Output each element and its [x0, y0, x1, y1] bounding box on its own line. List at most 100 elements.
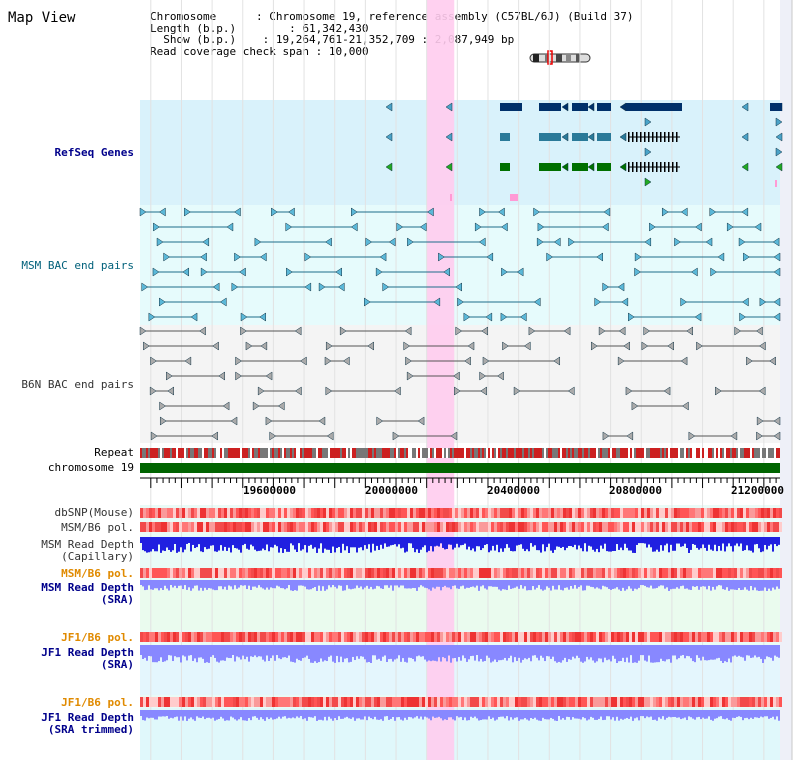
msm-bac-pair: [463, 312, 493, 322]
b6n-bac-pair: [403, 341, 475, 351]
repeat-track: [140, 448, 780, 458]
msm-bac-pair: [139, 207, 166, 217]
refseq-gene: [770, 103, 782, 111]
msm-bac-pair: [438, 252, 494, 262]
b6n-bac-pair: [376, 416, 425, 426]
msm-bac-pair: [240, 312, 266, 322]
b6n-bac-pair: [756, 416, 781, 426]
b6n-bac-pair: [405, 356, 471, 366]
track-label-msm-depth-capillary-sub: (Capillary): [61, 550, 134, 563]
b6n-bac-pair: [235, 356, 307, 366]
track-label-msm-depth-sra[interactable]: MSM Read Depth: [41, 581, 134, 594]
msm-bac-pair: [634, 252, 725, 262]
track-label-dbsnp[interactable]: dbSNP(Mouse): [54, 506, 134, 519]
msm-bac-pair: [286, 267, 342, 277]
b6n-bac-pair: [482, 356, 561, 366]
msm-bac-pair: [602, 282, 625, 292]
gene-arrow: [561, 132, 569, 142]
gene-arrow: [741, 162, 749, 172]
msm-depth-sra-bars: [140, 580, 780, 591]
track-label-b6n-bac[interactable]: B6N BAC end pairs: [21, 378, 134, 391]
jf1-depth-sra-bars: [140, 645, 780, 663]
info-show-value: 19,264,761-21,352,709 : 2,087,949 bp: [275, 33, 515, 46]
position-axis: [140, 477, 780, 488]
msm-bac-pair: [726, 222, 762, 232]
b6n-bac-pair: [159, 416, 238, 426]
b6n-bac-pair: [143, 341, 219, 351]
msm-bac-pair: [153, 222, 234, 232]
track-label-jf1-b6-pol[interactable]: JF1/B6 pol.: [61, 631, 134, 644]
msm-bac-pair: [364, 297, 441, 307]
gene-arrow: [385, 132, 393, 142]
track-label-jf1-depth-trimmed[interactable]: JF1 Read Depth: [41, 711, 134, 724]
msm-b6-pol-2-heat: [140, 568, 782, 578]
track-label-msm-bac[interactable]: MSM BAC end pairs: [21, 259, 134, 272]
b6n-bac-pair: [139, 326, 206, 336]
msm-bac-pair: [634, 267, 698, 277]
track-label-jf1-depth-trimmed-sub: (SRA trimmed): [47, 723, 134, 736]
track-label-msm-b6-pol[interactable]: MSM/B6 pol.: [61, 521, 134, 534]
refseq-small-feature: [450, 194, 452, 201]
dbsnp-heat: [140, 508, 782, 518]
msm-bac-pair: [318, 282, 345, 292]
track-label-refseq-genes[interactable]: RefSeq Genes: [54, 146, 134, 159]
b6n-bac-pair: [756, 431, 781, 441]
msm-bac-pair: [661, 207, 688, 217]
msm-bac-pair: [382, 282, 463, 292]
msm-bac-pair: [649, 222, 702, 232]
b6n-bac-pair: [590, 341, 630, 351]
msm-bac-pair: [231, 282, 312, 292]
gene-arrow: [775, 132, 783, 142]
track-label-msm-b6-pol-2[interactable]: MSM/B6 pol.: [61, 567, 134, 580]
msm-bac-pair: [546, 252, 603, 262]
msm-bac-pair: [234, 252, 267, 262]
info-chromosome-value: Chromosome 19, reference assembly (C57BL…: [269, 10, 634, 23]
gene-arrow: [741, 102, 749, 112]
chromosome-ideogram[interactable]: [529, 50, 591, 65]
refseq-gene: [539, 103, 561, 111]
track-label-jf1-b6-pol-2[interactable]: JF1/B6 pol.: [61, 696, 134, 709]
track-label-chromosome[interactable]: chromosome 19: [47, 461, 134, 474]
refseq-gene: [626, 103, 682, 111]
info-length-key: Length (b.p.): [150, 21, 237, 35]
msm-bac-pair: [743, 252, 781, 262]
gene-arrow: [741, 132, 749, 142]
msm-bac-pair: [501, 267, 524, 277]
track-label-repeat[interactable]: Repeat: [94, 446, 134, 459]
b6n-bac-pair: [502, 341, 531, 351]
axis-tick-label: 20400000: [487, 484, 540, 497]
refseq-gene: [572, 133, 588, 141]
refseq-track-bg: [140, 100, 780, 205]
refseq-small-feature: [775, 180, 777, 187]
b6n-bac-pair: [715, 386, 766, 396]
b6n-bac-pair: [150, 356, 192, 366]
b6n-bac-pair: [528, 326, 571, 336]
track-label-msm-depth-sra-sub: (SRA): [100, 593, 134, 606]
msm-bac-pair: [159, 297, 227, 307]
msm-bac-pair: [152, 267, 190, 277]
gene-arrow: [644, 177, 652, 187]
msm-depth-capillary-bars: [140, 537, 780, 553]
b6n-bac-pair: [625, 386, 671, 396]
track-label-jf1-depth-sra[interactable]: JF1 Read Depth: [41, 646, 134, 659]
track-label-msm-depth-capillary[interactable]: MSM Read Depth: [41, 538, 134, 551]
msm-bac-pair: [680, 297, 749, 307]
jf1-depth-trimmed-bars: [140, 710, 780, 721]
msm-bac-pair: [200, 267, 246, 277]
msm-bac-pair: [148, 312, 198, 322]
b6n-bac-pair: [602, 431, 634, 441]
b6n-bac-pair: [454, 386, 487, 396]
msm-bac-pair: [184, 207, 241, 217]
gene-arrow: [775, 162, 783, 172]
refseq-gene: [597, 103, 611, 111]
gene-arrow: [587, 132, 595, 142]
b6n-bac-pair: [149, 386, 175, 396]
axis-tick-label: 19600000: [243, 484, 296, 497]
msm-bac-pair: [375, 267, 450, 277]
gene-arrow: [445, 162, 453, 172]
gene-arrow: [445, 102, 453, 112]
msm-bac-pair: [474, 222, 508, 232]
gene-arrow: [385, 162, 393, 172]
b6n-bac-pair: [641, 341, 674, 351]
